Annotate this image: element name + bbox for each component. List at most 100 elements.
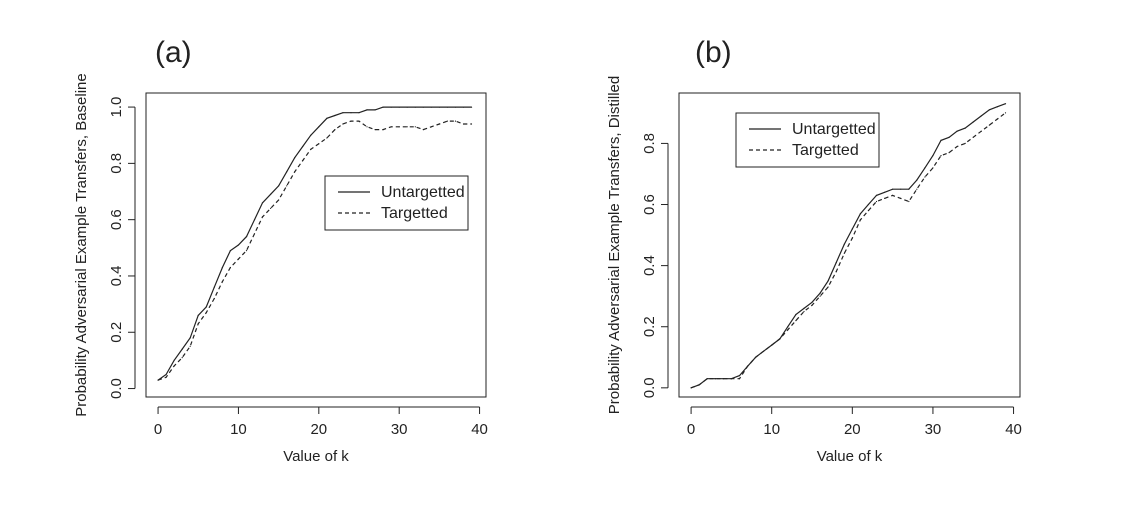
data-point-targetted xyxy=(278,199,280,201)
data-point-untargetted xyxy=(237,244,239,246)
data-point-untargetted xyxy=(795,313,797,316)
x-tick-label: 30 xyxy=(391,421,408,438)
data-point-targetted xyxy=(462,123,465,125)
series-line-untargetted xyxy=(157,106,472,381)
x-tick-label: 20 xyxy=(844,421,861,438)
data-point-targetted xyxy=(302,160,304,162)
data-point-untargetted xyxy=(470,106,473,108)
data-point-targetted xyxy=(358,120,360,122)
data-point-untargetted xyxy=(430,106,432,108)
data-point-targetted xyxy=(803,310,805,313)
data-point-targetted xyxy=(237,258,239,260)
data-point-targetted xyxy=(932,167,934,169)
data-point-untargetted xyxy=(811,301,813,303)
data-point-targetted xyxy=(286,185,288,187)
legend-label: Targetted xyxy=(381,205,448,222)
data-point-untargetted xyxy=(996,106,999,108)
data-point-targetted xyxy=(229,266,231,269)
y-tick-label: 0.8 xyxy=(641,133,658,154)
data-point-untargetted xyxy=(205,306,207,308)
data-point-untargetted xyxy=(318,126,320,128)
data-point-untargetted xyxy=(253,219,256,221)
data-point-targetted xyxy=(173,365,175,367)
x-tick-label: 0 xyxy=(154,421,162,438)
data-point-targetted xyxy=(366,126,368,128)
data-point-targetted xyxy=(422,129,424,131)
data-point-untargetted xyxy=(738,375,741,377)
data-point-targetted xyxy=(270,207,272,209)
data-point-targetted xyxy=(827,286,829,288)
data-point-untargetted xyxy=(980,115,982,117)
data-point-targetted xyxy=(382,129,384,131)
data-point-untargetted xyxy=(827,280,829,282)
data-point-targetted xyxy=(390,126,392,128)
data-point-targetted xyxy=(892,194,894,196)
data-point-untargetted xyxy=(964,127,966,129)
data-point-untargetted xyxy=(916,179,918,181)
data-point-untargetted xyxy=(972,121,974,123)
data-point-untargetted xyxy=(819,292,821,294)
data-point-untargetted xyxy=(398,106,400,108)
data-point-untargetted xyxy=(446,106,448,108)
x-axis-title: Value of k xyxy=(283,448,349,465)
data-point-targetted xyxy=(698,384,700,386)
data-point-targetted xyxy=(1004,112,1007,114)
chart-panel-a: (a) 0 10 20 30 40 0.0 0.2 0.4 0.6 0.8 1.0 Value of k… xyxy=(73,36,488,465)
y-tick-label: 0.0 xyxy=(108,378,125,399)
y-tick-label: 0.8 xyxy=(108,153,125,174)
data-point-targetted xyxy=(165,376,167,378)
data-point-untargetted xyxy=(278,185,280,187)
data-point-targetted xyxy=(205,312,207,314)
data-point-untargetted xyxy=(462,106,465,108)
panel-label: (a) xyxy=(155,36,192,69)
data-point-untargetted xyxy=(940,139,942,141)
data-point-targetted xyxy=(884,197,886,199)
data-point-untargetted xyxy=(245,236,248,238)
data-point-targetted xyxy=(438,123,440,125)
data-point-targetted xyxy=(430,126,432,128)
plot-frame xyxy=(678,92,1021,398)
y-tick-label: 1.0 xyxy=(108,97,125,118)
data-point-untargetted xyxy=(350,112,352,114)
data-point-targetted xyxy=(835,271,837,273)
data-point-untargetted xyxy=(835,262,837,264)
data-point-targetted xyxy=(197,323,199,325)
data-point-targetted xyxy=(157,379,159,381)
data-point-targetted xyxy=(787,329,789,331)
data-point-targetted xyxy=(940,155,942,157)
data-point-targetted xyxy=(350,120,352,122)
data-point-targetted xyxy=(310,148,312,150)
data-point-targetted xyxy=(867,210,870,212)
data-point-untargetted xyxy=(229,250,231,252)
data-point-untargetted xyxy=(261,202,264,204)
data-point-untargetted xyxy=(189,337,191,339)
series-line-untargetted xyxy=(690,103,1006,389)
legend-box xyxy=(324,175,469,231)
data-point-targetted xyxy=(875,200,878,203)
data-point-targetted xyxy=(851,237,853,239)
legend-label: Untargetted xyxy=(792,121,876,138)
legend-label: Targetted xyxy=(792,142,859,159)
series-line-targetted xyxy=(157,120,472,381)
series-line-targetted xyxy=(690,112,1006,389)
data-point-targetted xyxy=(398,126,400,128)
data-point-untargetted xyxy=(342,112,344,114)
y-tick-label: 0.4 xyxy=(108,266,125,287)
data-point-untargetted xyxy=(851,228,853,230)
data-point-untargetted xyxy=(374,109,376,111)
data-point-untargetted xyxy=(884,191,886,193)
data-point-targetted xyxy=(763,350,765,352)
data-point-untargetted xyxy=(270,193,272,195)
data-point-targetted xyxy=(213,297,215,300)
data-point-untargetted xyxy=(867,203,870,206)
data-point-targetted xyxy=(738,378,741,380)
chart-panel-b: (b) 0 10 20 30 40 0.0 0.2 0.4 0.6 0.8 Value of k Pro… xyxy=(606,36,1022,465)
data-point-targetted xyxy=(730,378,733,380)
data-point-targetted xyxy=(755,356,757,358)
data-point-targetted xyxy=(956,145,958,148)
data-point-untargetted xyxy=(390,106,392,108)
data-point-targetted xyxy=(980,130,982,132)
data-point-targetted xyxy=(924,176,926,178)
data-point-targetted xyxy=(972,136,974,138)
data-point-targetted xyxy=(414,126,416,128)
